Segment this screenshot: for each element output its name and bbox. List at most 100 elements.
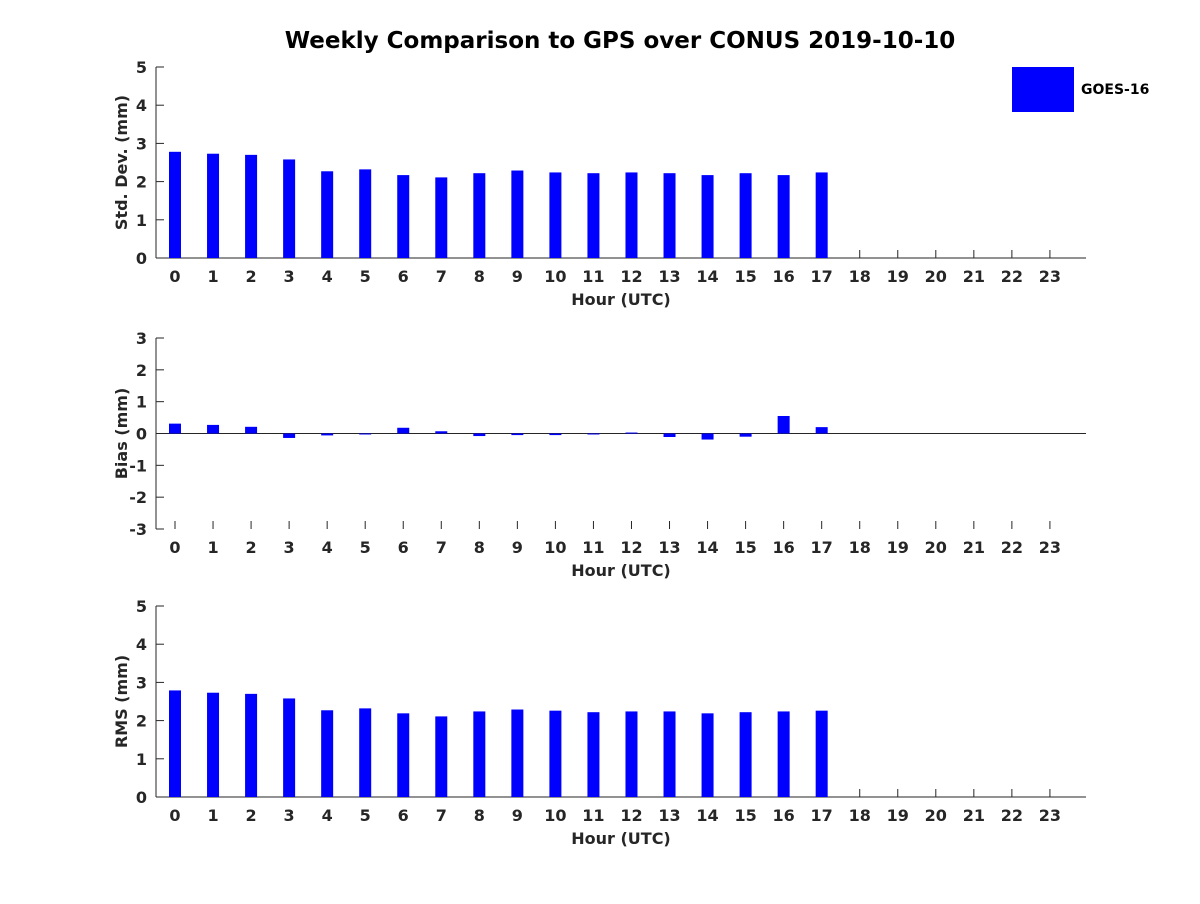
chart-title: Weekly Comparison to GPS over CONUS 2019… [284, 28, 956, 54]
x-tick-label: 22 [1001, 538, 1023, 557]
x-tick-label: 16 [773, 267, 795, 286]
y-tick-label: 2 [136, 173, 147, 192]
x-tick-label: 7 [436, 538, 447, 557]
y-axis-label: Bias (mm) [112, 388, 131, 480]
bar-hour-9 [511, 709, 524, 797]
bar-hour-17 [815, 172, 828, 258]
x-tick-label: 4 [322, 267, 333, 286]
x-tick-label: 4 [322, 538, 333, 557]
x-tick-label: 6 [398, 267, 409, 286]
bar-hour-3 [283, 159, 296, 258]
x-tick-label: 19 [887, 538, 909, 557]
bar-hour-0 [169, 423, 181, 434]
x-tick-label: 12 [620, 267, 642, 286]
bar-hour-8 [473, 433, 486, 437]
x-tick-label: 0 [169, 538, 180, 557]
bar-hour-11 [587, 433, 600, 435]
x-tick-label: 2 [246, 806, 257, 825]
y-tick-label: 0 [136, 425, 147, 444]
x-axis-label: Hour (UTC) [571, 561, 671, 580]
x-tick-label: 1 [207, 267, 218, 286]
x-tick-label: 3 [284, 806, 295, 825]
x-tick-label: 5 [360, 538, 371, 557]
x-tick-label: 23 [1039, 267, 1061, 286]
x-tick-label: 20 [925, 538, 947, 557]
x-tick-label: 11 [582, 806, 604, 825]
x-axis-label: Hour (UTC) [571, 290, 671, 309]
x-tick-label: 16 [773, 538, 795, 557]
x-tick-label: 9 [512, 538, 523, 557]
x-tick-label: 21 [963, 538, 985, 557]
bar-hour-4 [321, 433, 334, 436]
x-tick-label: 1 [207, 538, 218, 557]
x-tick-label: 10 [544, 538, 566, 557]
x-tick-label: 1 [207, 806, 218, 825]
bar-hour-15 [739, 433, 752, 437]
x-tick-label: 15 [734, 806, 756, 825]
bar-hour-13 [663, 711, 676, 797]
bar-hour-5 [359, 433, 372, 435]
bar-hour-15 [739, 173, 752, 258]
x-tick-label: 0 [169, 806, 180, 825]
x-tick-label: 17 [811, 538, 833, 557]
y-tick-label: 1 [136, 393, 147, 412]
y-tick-label: -2 [129, 488, 147, 507]
x-tick-label: 2 [246, 538, 257, 557]
x-tick-label: 12 [620, 538, 642, 557]
x-tick-label: 13 [658, 806, 680, 825]
legend-label: GOES-16 [1081, 82, 1150, 98]
x-tick-label: 17 [811, 267, 833, 286]
bar-hour-10 [549, 172, 562, 258]
x-tick-label: 10 [544, 806, 566, 825]
x-tick-label: 4 [322, 806, 333, 825]
x-tick-label: 5 [360, 267, 371, 286]
bar-hour-11 [587, 173, 600, 258]
bar-hour-10 [549, 433, 562, 436]
bar-hour-9 [511, 170, 524, 258]
x-tick-label: 3 [284, 538, 295, 557]
x-tick-label: 0 [169, 267, 180, 286]
bar-hour-0 [169, 151, 181, 258]
legend: GOES-16 [1012, 67, 1172, 113]
y-tick-label: 3 [136, 329, 147, 348]
x-tick-label: 7 [436, 806, 447, 825]
x-tick-label: 7 [436, 267, 447, 286]
x-tick-label: 23 [1039, 538, 1061, 557]
bar-hour-14 [701, 433, 714, 440]
bar-hour-7 [435, 716, 448, 797]
bar-hour-2 [245, 154, 258, 258]
bar-hour-12 [625, 432, 638, 434]
y-tick-label: 5 [136, 597, 147, 616]
bar-hour-5 [359, 169, 372, 258]
legend-swatch [1012, 67, 1074, 112]
x-tick-label: 12 [620, 806, 642, 825]
y-tick-label: 1 [136, 211, 147, 230]
bar-hour-7 [435, 177, 448, 258]
bar-hour-2 [245, 693, 258, 797]
bar-hour-8 [473, 711, 486, 797]
x-tick-label: 19 [887, 806, 909, 825]
y-tick-label: 3 [136, 134, 147, 153]
x-tick-label: 9 [512, 267, 523, 286]
x-tick-label: 15 [734, 538, 756, 557]
bar-hour-7 [435, 431, 448, 434]
y-tick-label: -3 [129, 520, 147, 539]
x-tick-label: 11 [582, 267, 604, 286]
bar-hour-8 [473, 173, 486, 258]
bar-hour-15 [739, 712, 752, 797]
bar-hour-9 [511, 433, 524, 436]
bar-hour-16 [777, 415, 790, 434]
bar-hour-10 [549, 710, 562, 797]
bar-hour-1 [207, 692, 220, 797]
x-tick-label: 18 [849, 267, 871, 286]
x-tick-label: 13 [658, 538, 680, 557]
y-tick-label: 2 [136, 712, 147, 731]
bar-hour-5 [359, 708, 372, 797]
x-tick-label: 22 [1001, 806, 1023, 825]
bar-hour-16 [777, 175, 790, 258]
x-tick-label: 6 [398, 538, 409, 557]
x-tick-label: 16 [773, 806, 795, 825]
x-tick-label: 11 [582, 538, 604, 557]
x-tick-label: 10 [544, 267, 566, 286]
